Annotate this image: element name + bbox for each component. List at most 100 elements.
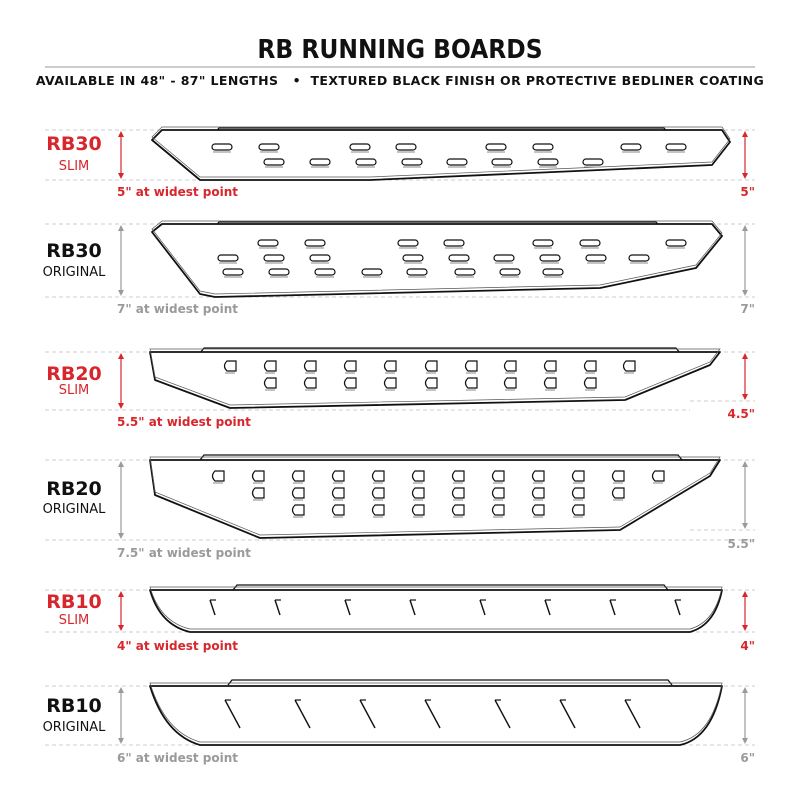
traction-hole	[491, 470, 505, 482]
board-outline	[149, 459, 721, 539]
model-name: RB30	[46, 133, 102, 155]
traction-slot	[582, 158, 604, 166]
traction-slot	[222, 268, 244, 276]
widest-dimension-arrow-head-down	[118, 290, 124, 296]
traction-hole	[451, 504, 465, 516]
traction-slot	[537, 158, 559, 166]
traction-hole	[543, 360, 557, 372]
traction-hole	[331, 504, 345, 516]
widest-point-label: 7" at widest point	[117, 302, 238, 316]
traction-slot	[309, 254, 331, 262]
traction-slot	[485, 143, 507, 151]
traction-slot	[401, 158, 423, 166]
traction-hole	[622, 360, 636, 372]
variant-name: SLIM	[59, 159, 90, 174]
traction-slot	[309, 158, 331, 166]
board-outline	[149, 589, 723, 633]
board-outline	[151, 129, 731, 181]
end-width-label: 4.5"	[727, 407, 755, 421]
board-edge	[149, 586, 723, 630]
traction-hole	[411, 470, 425, 482]
end-dimension-arrow-head-up	[742, 131, 748, 137]
model-name: RB30	[46, 240, 102, 262]
traction-hole	[503, 360, 517, 372]
traction-hole	[583, 377, 597, 389]
traction-slash	[674, 599, 681, 616]
traction-hole	[531, 470, 545, 482]
traction-slash	[294, 699, 311, 729]
traction-slot	[217, 254, 239, 262]
end-dimension-arrow-head-up	[742, 687, 748, 693]
end-dimension-arrow-head-down	[742, 523, 748, 529]
traction-slot	[539, 254, 561, 262]
widest-point-label: 5" at widest point	[117, 185, 238, 199]
traction-hole	[424, 360, 438, 372]
traction-slot	[665, 143, 687, 151]
traction-hole	[464, 377, 478, 389]
board-rb20-original: RB20 ORIGINAL 7.5" at widest point 5.5"	[43, 454, 755, 560]
end-width-label: 5"	[740, 185, 755, 199]
traction-hole	[464, 360, 478, 372]
board-rb30-slim: RB30 SLIM 5" at widest point 5"	[45, 126, 755, 199]
traction-slot	[349, 143, 371, 151]
board-edge	[151, 220, 723, 295]
traction-slash	[224, 699, 241, 729]
variant-name: SLIM	[59, 383, 90, 398]
traction-slot	[397, 239, 419, 247]
board-edge	[149, 456, 721, 536]
traction-slot	[532, 143, 554, 151]
traction-slot	[446, 158, 468, 166]
model-name: RB10	[46, 695, 102, 717]
end-dimension-arrow-head-up	[742, 461, 748, 467]
model-name: RB20	[46, 478, 102, 500]
end-dimension-arrow-head-up	[742, 225, 748, 231]
traction-hole	[251, 470, 265, 482]
widest-point-label: 4" at widest point	[117, 639, 238, 653]
traction-slot	[493, 254, 515, 262]
end-width-label: 4"	[740, 639, 755, 653]
traction-slot	[443, 239, 465, 247]
model-name: RB10	[46, 591, 102, 613]
traction-hole	[251, 487, 265, 499]
traction-hole	[583, 360, 597, 372]
end-dimension-arrow-head-down	[742, 173, 748, 179]
board-top-step	[227, 679, 673, 686]
traction-slash	[559, 699, 576, 729]
traction-hole	[451, 487, 465, 499]
traction-hole	[531, 504, 545, 516]
traction-hole	[371, 487, 385, 499]
board-edge	[151, 126, 731, 178]
traction-slash	[609, 599, 616, 616]
traction-hole	[343, 360, 357, 372]
traction-hole	[383, 377, 397, 389]
widest-dimension-arrow-head-up	[118, 687, 124, 693]
traction-hole	[331, 487, 345, 499]
traction-hole	[571, 487, 585, 499]
traction-slash	[424, 699, 441, 729]
traction-hole	[291, 504, 305, 516]
traction-hole	[371, 504, 385, 516]
end-dimension-arrow-head-down	[742, 394, 748, 400]
traction-slot	[361, 268, 383, 276]
widest-dimension-arrow-head-down	[118, 173, 124, 179]
traction-slot	[499, 268, 521, 276]
page-subtitle: AVAILABLE IN 48" - 87" LENGTHS • TEXTURE…	[36, 73, 764, 88]
end-width-label: 5.5"	[727, 537, 755, 551]
traction-slot	[620, 143, 642, 151]
traction-slot	[402, 254, 424, 262]
traction-slot	[263, 254, 285, 262]
traction-slash	[479, 599, 486, 616]
traction-slot	[448, 254, 470, 262]
traction-slash	[274, 599, 281, 616]
traction-hole	[211, 470, 225, 482]
traction-slot	[314, 268, 336, 276]
widest-dimension-arrow-head-down	[118, 625, 124, 631]
traction-slash	[409, 599, 416, 616]
traction-slot	[355, 158, 377, 166]
traction-hole	[411, 487, 425, 499]
end-dimension-arrow-head-up	[742, 591, 748, 597]
traction-hole	[303, 360, 317, 372]
traction-hole	[263, 377, 277, 389]
variant-name: ORIGINAL	[43, 720, 107, 735]
